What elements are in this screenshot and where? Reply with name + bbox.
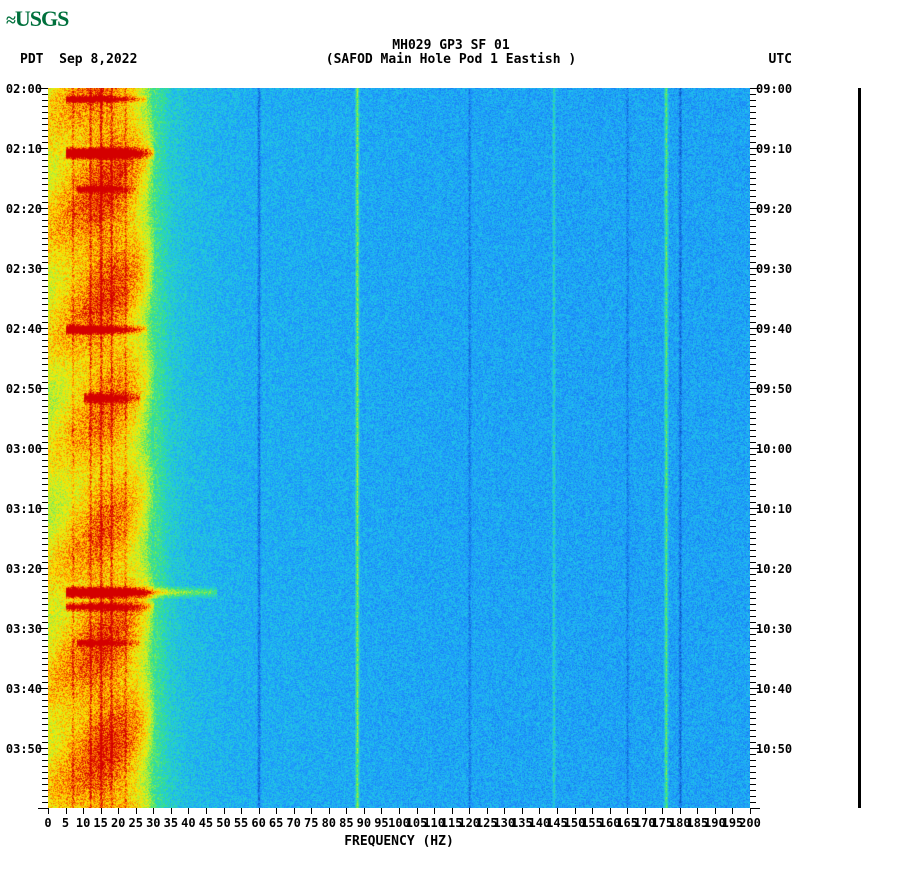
y-tick-label: 03:20: [6, 562, 42, 576]
left-tz-label: PDT: [20, 52, 43, 67]
x-tick-label: 5: [62, 816, 69, 830]
x-tick-label: 50: [216, 816, 230, 830]
y-tick-label: 03:00: [6, 442, 42, 456]
x-tick-label: 70: [286, 816, 300, 830]
y-tick-label: 02:10: [6, 142, 42, 156]
y-tick-label: 03:50: [6, 742, 42, 756]
header-right-tz: UTC: [769, 52, 792, 67]
y-tick-label: 09:40: [756, 322, 792, 336]
y-tick-label: 02:50: [6, 382, 42, 396]
spectrogram-canvas: [48, 88, 750, 808]
usgs-logo-text: USGS: [15, 6, 68, 31]
x-tick-label: 80: [322, 816, 336, 830]
x-tick-label: 45: [199, 816, 213, 830]
y-tick-label: 10:40: [756, 682, 792, 696]
y-tick-label: 03:30: [6, 622, 42, 636]
colorbar-placeholder: [858, 88, 861, 808]
x-tick-label: 10: [76, 816, 90, 830]
x-tick-label: 30: [146, 816, 160, 830]
x-tick-label: 55: [234, 816, 248, 830]
y-tick-label: 03:40: [6, 682, 42, 696]
y-tick-label: 02:30: [6, 262, 42, 276]
x-tick-label: 95: [374, 816, 388, 830]
y-axis-right-ticks: [750, 88, 756, 808]
header-left: PDT Sep 8,2022: [20, 52, 137, 67]
x-tick-label: 90: [357, 816, 371, 830]
x-tick-label: 0: [44, 816, 51, 830]
y-tick-label: 02:20: [6, 202, 42, 216]
usgs-wave-icon: ≈: [6, 10, 15, 31]
y-tick-label: 09:10: [756, 142, 792, 156]
x-axis-label: FREQUENCY (HZ): [48, 834, 750, 849]
y-tick-label: 02:00: [6, 82, 42, 96]
usgs-logo: ≈USGS: [6, 6, 68, 32]
plot-title-line1: MH029 GP3 SF 01: [0, 38, 902, 53]
y-tick-label: 10:30: [756, 622, 792, 636]
y-tick-label: 09:50: [756, 382, 792, 396]
x-tick-label: 25: [129, 816, 143, 830]
x-tick-label: 200: [739, 816, 761, 830]
x-tick-label: 20: [111, 816, 125, 830]
x-tick-label: 60: [251, 816, 265, 830]
spectrogram-plot: [48, 88, 750, 808]
y-tick-label: 09:20: [756, 202, 792, 216]
x-tick-label: 65: [269, 816, 283, 830]
x-tick-label: 15: [93, 816, 107, 830]
y-tick-label: 09:00: [756, 82, 792, 96]
y-tick-label: 10:10: [756, 502, 792, 516]
header-date: Sep 8,2022: [59, 52, 137, 67]
y-tick-label: 09:30: [756, 262, 792, 276]
y-tick-label: 03:10: [6, 502, 42, 516]
y-tick-label: 10:00: [756, 442, 792, 456]
y-tick-label: 10:50: [756, 742, 792, 756]
y-axis-left-ticks: [42, 88, 48, 808]
x-tick-label: 40: [181, 816, 195, 830]
y-tick-label: 02:40: [6, 322, 42, 336]
y-tick-label: 10:20: [756, 562, 792, 576]
x-tick-label: 75: [304, 816, 318, 830]
x-tick-label: 35: [164, 816, 178, 830]
x-tick-label: 85: [339, 816, 353, 830]
